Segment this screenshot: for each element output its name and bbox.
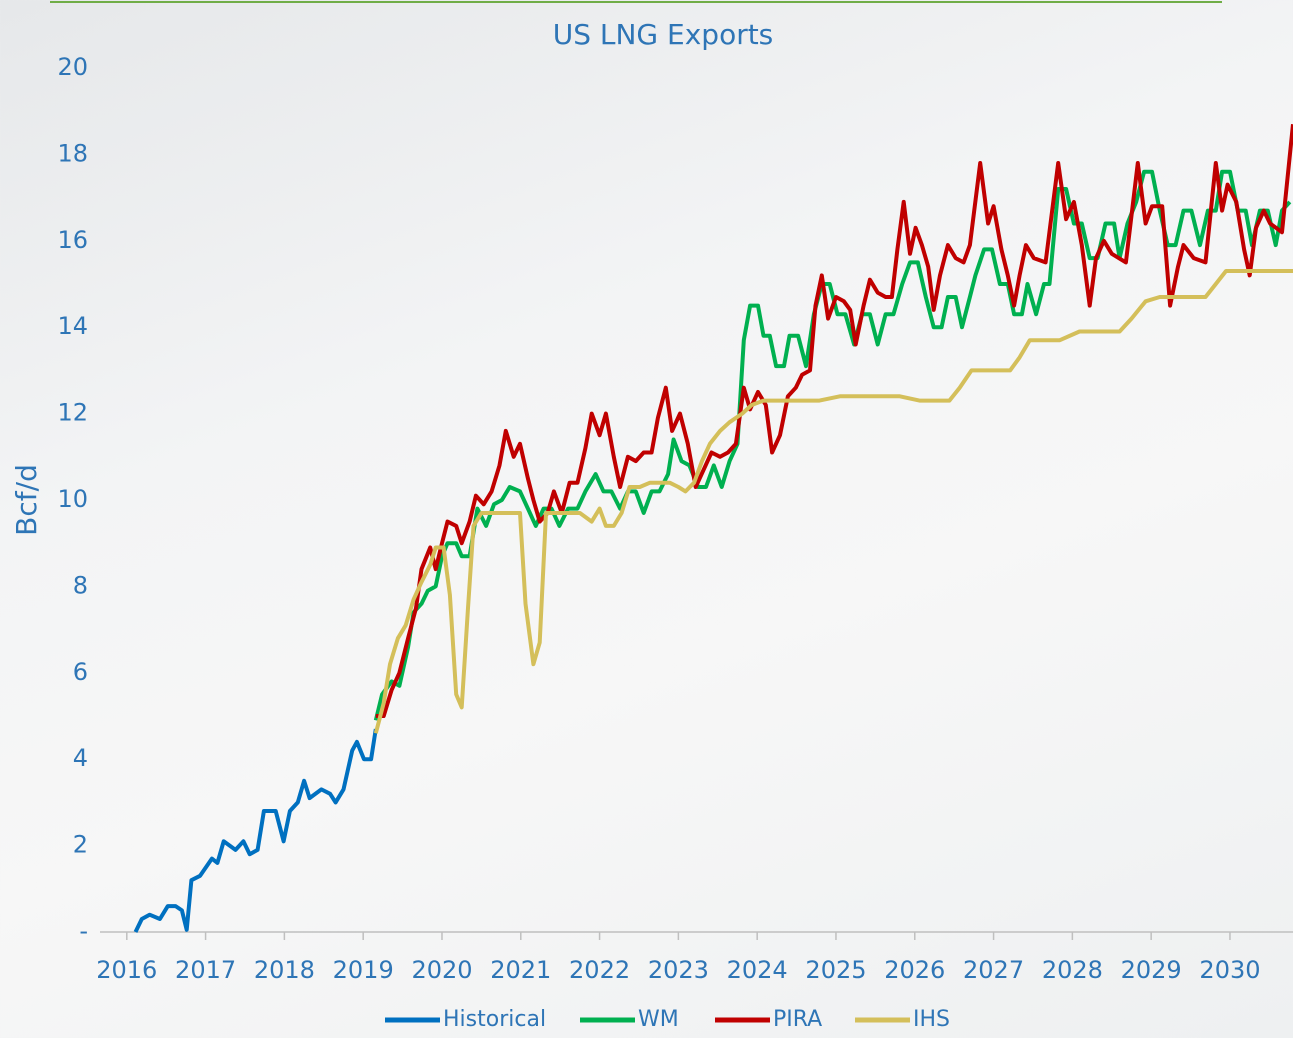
y-tick-label: - — [79, 917, 88, 945]
y-tick-label: 18 — [57, 139, 88, 167]
chart-title: US LNG Exports — [553, 18, 774, 51]
y-tick-label: 10 — [57, 485, 88, 513]
x-tick-label: 2029 — [1121, 956, 1182, 984]
series-line — [375, 123, 1293, 718]
x-tick-label: 2027 — [963, 956, 1024, 984]
legend-label: WM — [638, 1007, 679, 1032]
y-tick-label: 2 — [73, 831, 88, 859]
x-tick-label: 2028 — [1042, 956, 1103, 984]
y-tick-label: 6 — [73, 658, 88, 686]
x-tick-label: 2016 — [96, 956, 157, 984]
x-tick-label: 2019 — [333, 956, 394, 984]
y-axis-label: Bcf/d — [10, 464, 43, 536]
y-tick-label: 8 — [73, 571, 88, 599]
legend-label: IHS — [913, 1007, 950, 1032]
series-line — [373, 269, 1293, 734]
legend-label: Historical — [443, 1007, 546, 1032]
x-tick-label: 2018 — [254, 956, 315, 984]
series-line — [373, 169, 1292, 721]
x-tick-label: 2017 — [175, 956, 236, 984]
x-tick-label: 2025 — [805, 956, 866, 984]
series-line — [133, 728, 378, 933]
x-tick-label: 2022 — [569, 956, 630, 984]
x-tick-label: 2024 — [727, 956, 788, 984]
x-tick-label: 2020 — [411, 956, 472, 984]
x-tick-label: 2026 — [884, 956, 945, 984]
x-tick-label: 2021 — [490, 956, 551, 984]
y-tick-label: 14 — [57, 312, 88, 340]
y-tick-label: 4 — [73, 744, 88, 772]
x-tick-label: 2030 — [1199, 956, 1260, 984]
y-tick-label: 12 — [57, 399, 88, 427]
x-tick-label: 2023 — [648, 956, 709, 984]
legend-label: PIRA — [773, 1007, 822, 1032]
y-tick-label: 16 — [57, 226, 88, 254]
y-tick-label: 20 — [57, 53, 88, 81]
